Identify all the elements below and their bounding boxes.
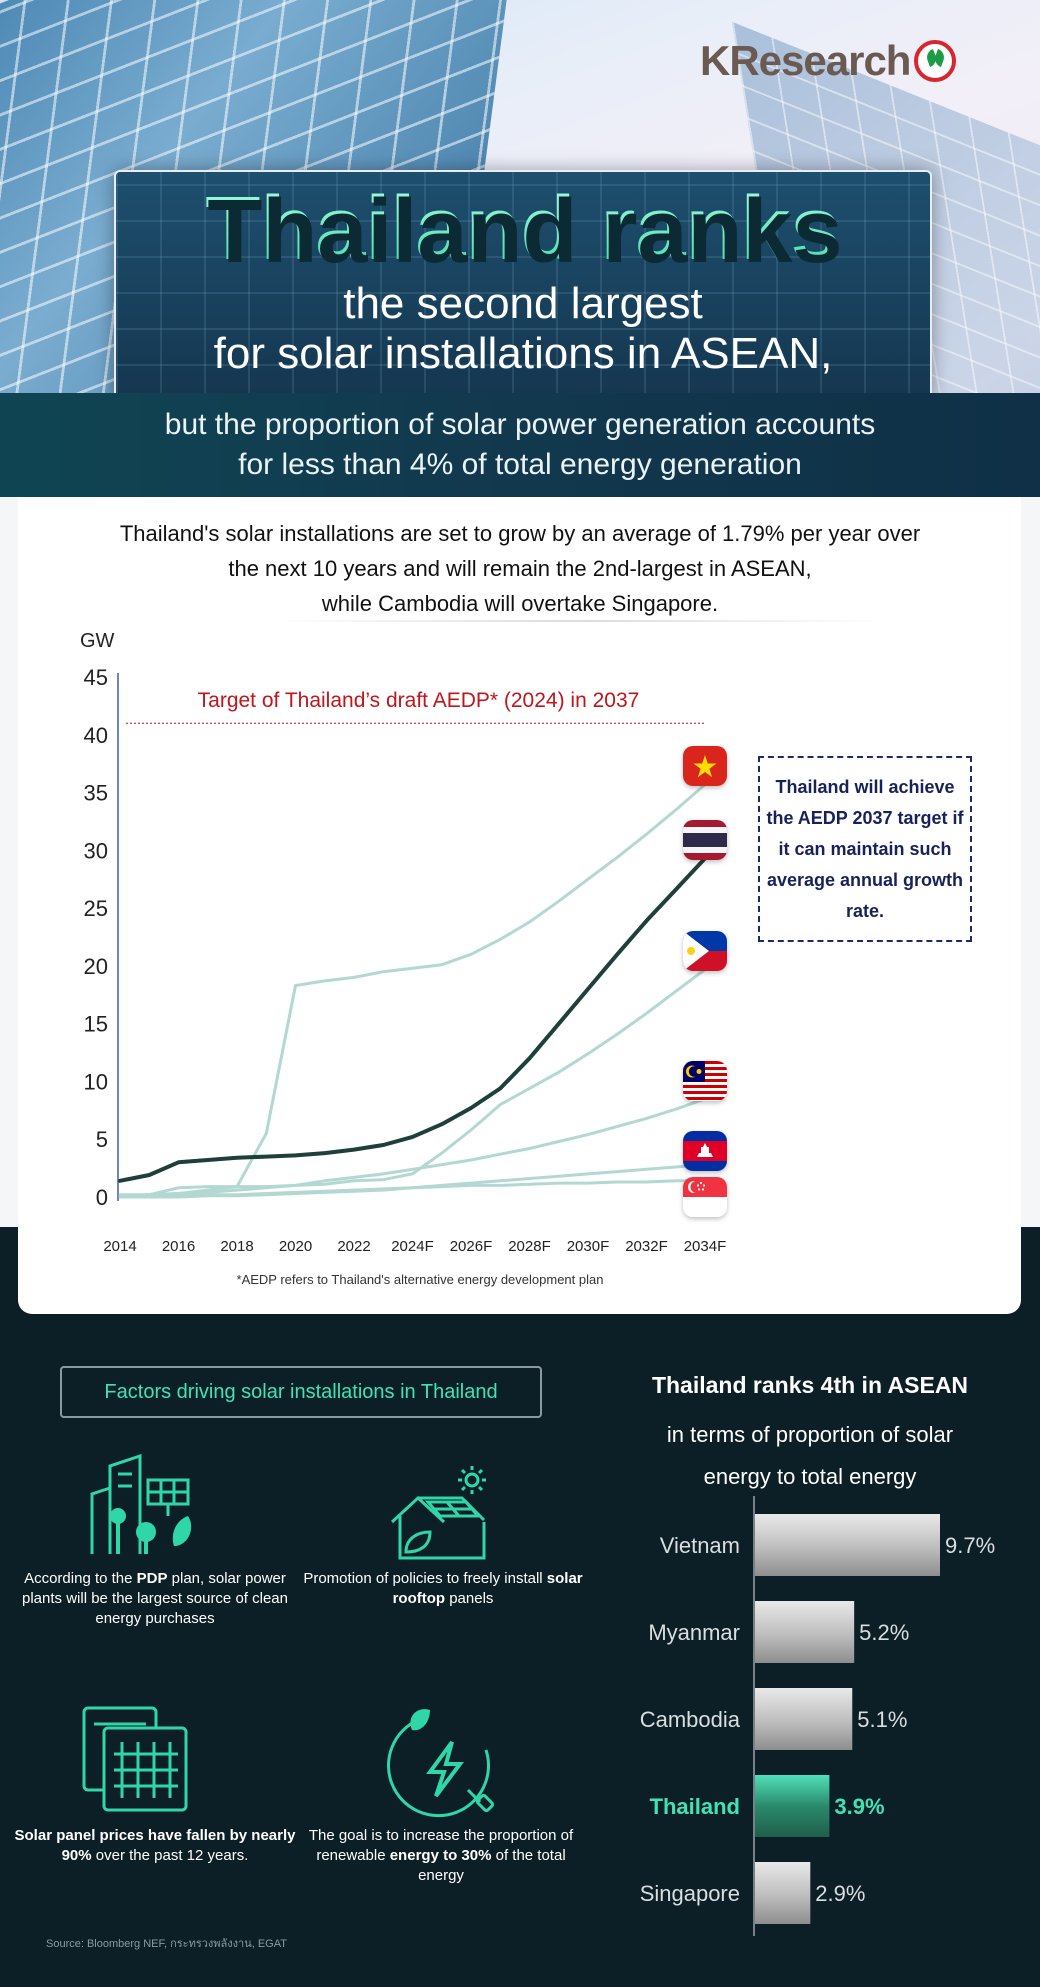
x-tick-label: 2014	[103, 1238, 136, 1255]
x-tick-label: 2022	[337, 1238, 370, 1255]
kasikorn-leaf-icon	[914, 40, 957, 82]
y-tick-label: 40	[84, 723, 108, 748]
bar-cambodia	[755, 1688, 853, 1750]
divider	[270, 620, 890, 622]
bar-category-label: Myanmar	[648, 1620, 740, 1645]
x-tick-label: 2032F	[625, 1238, 668, 1255]
y-tick-label: 15	[84, 1012, 108, 1037]
banner-line2: for less than 4% of total energy generat…	[238, 448, 802, 481]
singapore-flag-icon	[683, 1177, 727, 1217]
intro-line3: while Cambodia will overtake Singapore.	[321, 591, 719, 616]
solar-share-bar-chart: Vietnam 9.7% Myanmar 5.2% Cambodia 5.1% Thaila…	[640, 1496, 995, 1936]
series-line-singapore	[118, 1179, 707, 1199]
x-tick-label: 2024F	[391, 1238, 434, 1255]
bar-singapore	[755, 1862, 811, 1924]
x-tick-label: 2028F	[508, 1238, 551, 1255]
city-solar-icon	[90, 1454, 192, 1554]
rank-chart-title: Thailand ranks 4th in ASEAN	[651, 1372, 969, 1398]
thailand-flag-icon	[683, 820, 727, 861]
y-tick-label: 25	[84, 896, 108, 921]
series-line-thailand	[118, 856, 707, 1183]
bar-category-label: Cambodia	[640, 1707, 741, 1732]
x-tick-label: 2034F	[684, 1238, 727, 1255]
aedp-target-note: Thailand will achieve the AEDP 2037 targ…	[758, 756, 972, 942]
kresearch-logo: KResearch	[700, 36, 957, 86]
intro-line2: the next 10 years and will remain the 2n…	[228, 556, 812, 581]
y-tick-label: 10	[84, 1069, 108, 1094]
aedp-footnote: *AEDP refers to Thailand's alternative e…	[236, 1272, 604, 1287]
bar-value-label: 3.9%	[834, 1794, 884, 1819]
bar-value-label: 2.9%	[815, 1881, 865, 1906]
malaysia-flag-icon	[683, 1060, 727, 1101]
house-rooftop-icon	[390, 1466, 486, 1560]
headline-banner: but the proportion of solar power genera…	[0, 393, 1040, 497]
bar-value-label: 5.1%	[857, 1707, 907, 1732]
bar-thailand	[755, 1775, 830, 1837]
hero-section: KResearch Thailand ranks the second larg…	[0, 0, 1040, 400]
y-tick-label: 0	[96, 1185, 108, 1210]
philippines-flag-icon	[683, 931, 727, 972]
banner-line1: but the proportion of solar power genera…	[164, 408, 876, 441]
clean-energy-icon	[387, 1709, 495, 1818]
bar-myanmar	[755, 1601, 855, 1663]
title-box: Thailand ranks the second largest for so…	[114, 170, 932, 400]
intro-line1: Thailand's solar installations are set t…	[119, 521, 921, 546]
y-axis-label: GW	[80, 630, 115, 652]
factors-title: Factors driving solar installations in T…	[60, 1366, 542, 1418]
y-tick-label: 45	[84, 665, 108, 690]
factor-rooftop-text: Promotion of policies to freely install …	[303, 1570, 583, 1607]
y-tick-label: 30	[84, 838, 108, 863]
cambodia-flag-icon	[683, 1131, 727, 1171]
x-tick-label: 2018	[220, 1238, 253, 1255]
rank-chart-subtitle: in terms of proportion of solar energy t…	[666, 1422, 954, 1489]
title-subtitle-line2: for solar installations in ASEAN,	[213, 329, 833, 378]
page-title: Thailand ranks	[116, 178, 930, 281]
target-label: Target of Thailand’s draft AEDP* (2024) …	[198, 689, 640, 712]
y-tick-label: 5	[96, 1127, 108, 1152]
series-line-malaysia	[118, 1097, 707, 1197]
intro-text: Thailand's solar installations are set t…	[40, 516, 1000, 621]
series-line-philippines	[118, 967, 707, 1198]
factor-renewable-goal-text: The goal is to increase the proportion o…	[308, 1827, 574, 1884]
title-subtitle-line1: the second largest	[343, 279, 703, 328]
bar-category-label: Vietnam	[660, 1533, 740, 1558]
series-line-vietnam	[118, 783, 707, 1198]
x-tick-label: 2016	[162, 1238, 195, 1255]
bar-category-label: Singapore	[640, 1881, 740, 1906]
y-tick-label: 35	[84, 781, 108, 806]
x-tick-label: 2026F	[450, 1238, 493, 1255]
bar-vietnam	[755, 1514, 940, 1576]
bar-value-label: 5.2%	[859, 1620, 909, 1645]
x-tick-label: 2030F	[567, 1238, 610, 1255]
y-tick-label: 20	[84, 954, 108, 979]
bar-category-label: Thailand	[650, 1794, 740, 1819]
vietnam-flag-icon	[683, 746, 727, 787]
solar-installations-line-chart: GW 0 5 10 15 20 25 30 35 40 45 2014 2016 2018 2020 2022…	[80, 630, 727, 1255]
x-tick-label: 2020	[279, 1238, 312, 1255]
solar-panel-icon	[82, 1706, 188, 1812]
factor-pdp-text: According to the PDP plan, solar power p…	[22, 1570, 288, 1627]
factor-panel-prices-text: Solar panel prices have fallen by nearly…	[14, 1827, 296, 1864]
source-note: Source: Bloomberg NEF, กระทรวงพลังงาน, E…	[46, 1938, 287, 1950]
bar-value-label: 9.7%	[945, 1533, 995, 1558]
